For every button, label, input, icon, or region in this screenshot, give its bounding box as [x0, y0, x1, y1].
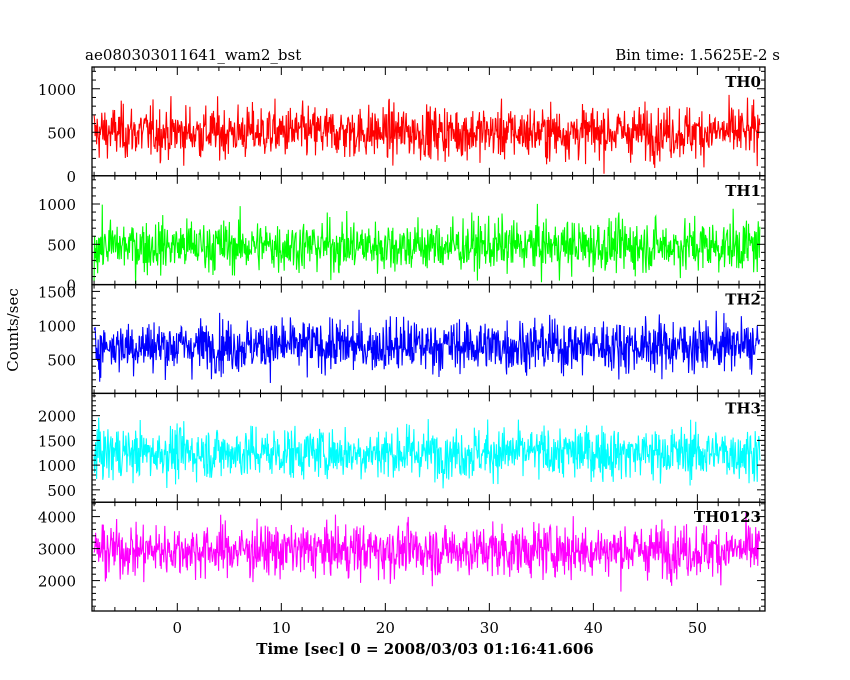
y-tick-label: 500 — [47, 124, 76, 142]
panel-frame — [91, 175, 766, 286]
panel-label-th3: TH3 — [725, 399, 761, 417]
y-tick-label: 0 — [66, 168, 76, 186]
y-tick-label: 0 — [66, 277, 76, 295]
panel-label-th0123: TH0123 — [694, 508, 761, 526]
panel-frame — [91, 501, 766, 612]
series-line-th1 — [93, 203, 761, 285]
y-tick-label: 2000 — [38, 408, 76, 426]
figure-left-title: ae080303011641_wam2_bst — [85, 46, 301, 64]
y-tick-label: 1000 — [38, 81, 76, 99]
series-line-th3 — [93, 417, 761, 489]
x-tick-label: 10 — [272, 619, 291, 637]
y-tick-label: 2000 — [38, 573, 76, 591]
y-tick-label: 1000 — [38, 196, 76, 214]
series-line-th2 — [93, 309, 761, 383]
y-tick-label: 1500 — [38, 283, 76, 301]
y-tick-label: 1000 — [38, 317, 76, 335]
panel-label-th2: TH2 — [725, 291, 761, 309]
y-tick-label: 1000 — [38, 457, 76, 475]
y-tick-label: 500 — [47, 236, 76, 254]
figure-right-title: Bin time: 1.5625E-2 s — [615, 46, 780, 64]
y-axis-label: Counts/sec — [4, 288, 22, 372]
panel-th1: 0 500 1000 TH1 — [38, 175, 766, 295]
panel-label-th0: TH0 — [725, 73, 761, 91]
x-axis-label: Time [sec] 0 = 2008/03/03 01:16:41.606 — [256, 640, 593, 658]
y-tick-label: 3000 — [38, 541, 76, 559]
panel-th0123: 2000 3000 4000 TH0123 — [38, 501, 766, 612]
y-tick-label: 500 — [47, 351, 76, 369]
y-tick-label: 4000 — [38, 509, 76, 527]
panel-th0: 0 500 1000 TH0 — [38, 66, 766, 186]
x-tick-label: 0 — [173, 619, 183, 637]
panel-label-th1: TH1 — [725, 182, 761, 200]
x-tick-label: 50 — [688, 619, 707, 637]
x-tick-label: 30 — [480, 619, 499, 637]
series-line-th0 — [93, 94, 761, 174]
y-tick-label: 1500 — [38, 432, 76, 450]
x-tick-label: 20 — [376, 619, 395, 637]
x-tick-label: 40 — [584, 619, 603, 637]
y-tick-label: 500 — [47, 482, 76, 500]
panel-th2: 500 1000 1500 TH2 — [38, 283, 766, 395]
panel-th3: 500 1000 1500 2000 TH3 — [38, 392, 766, 503]
series-line-th0123 — [93, 512, 761, 592]
